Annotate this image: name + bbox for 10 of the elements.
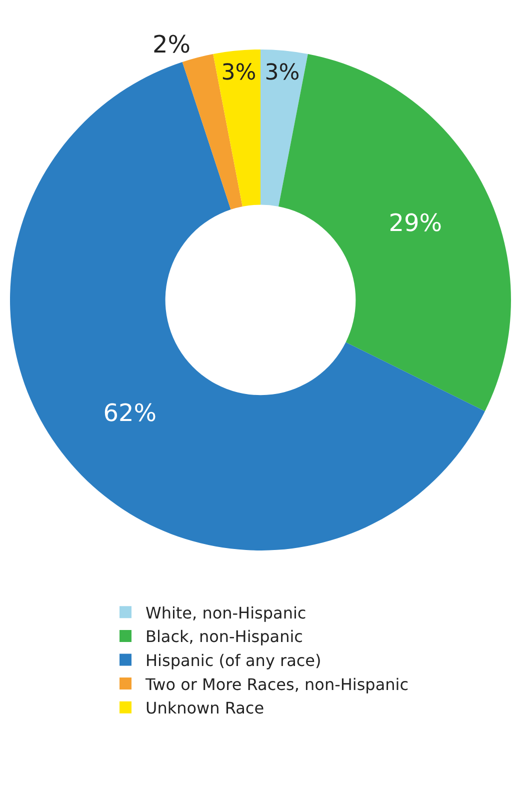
data-label: 3% — [221, 60, 256, 86]
legend-label: White, non-Hispanic — [146, 603, 306, 622]
legend-label: Two or More Races, non-Hispanic — [144, 674, 409, 694]
data-label: 29% — [388, 209, 442, 238]
data-label: 3% — [264, 60, 300, 86]
legend-label: Unknown Race — [146, 698, 264, 718]
legend-label: Hispanic (of any race) — [146, 650, 322, 670]
data-label: 62% — [103, 399, 157, 428]
data-label: 2% — [152, 30, 191, 58]
legend-label: Black, non-Hispanic — [146, 627, 303, 646]
